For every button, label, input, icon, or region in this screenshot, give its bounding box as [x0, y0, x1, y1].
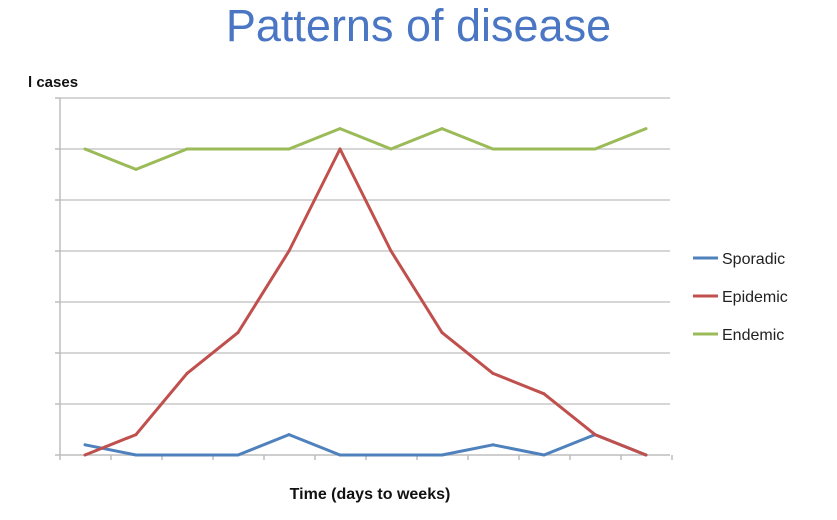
- data-point-endemic: [389, 147, 393, 151]
- data-point-epidemic: [83, 453, 87, 457]
- data-point-sporadic: [287, 433, 291, 437]
- series-line-sporadic: [84, 433, 647, 457]
- axes: [55, 97, 673, 460]
- data-point-sporadic: [491, 443, 495, 447]
- series-line-endemic: [84, 127, 647, 171]
- data-point-endemic: [236, 147, 240, 151]
- data-point-epidemic: [491, 371, 495, 375]
- data-point-sporadic: [542, 453, 546, 457]
- data-point-sporadic: [440, 453, 444, 457]
- data-point-epidemic: [440, 331, 444, 335]
- legend: Sporadic Epidemic Endemic: [693, 251, 788, 344]
- legend-label-endemic: Endemic: [722, 327, 784, 344]
- data-point-sporadic: [389, 453, 393, 457]
- data-point-endemic: [185, 147, 189, 151]
- legend-label-sporadic: Sporadic: [722, 251, 785, 268]
- data-point-sporadic: [134, 453, 138, 457]
- data-point-endemic: [440, 127, 444, 131]
- x-axis-label: Time (days to weeks): [289, 486, 451, 503]
- data-point-sporadic: [185, 453, 189, 457]
- data-point-epidemic: [389, 249, 393, 253]
- data-point-epidemic: [542, 392, 546, 396]
- data-point-sporadic: [83, 443, 87, 447]
- data-point-epidemic: [185, 371, 189, 375]
- data-point-epidemic: [338, 147, 342, 151]
- y-axis-label: l cases: [28, 74, 79, 91]
- data-point-epidemic: [644, 453, 648, 457]
- data-point-endemic: [593, 147, 597, 151]
- data-point-epidemic: [134, 433, 138, 437]
- data-point-endemic: [542, 147, 546, 151]
- data-point-epidemic: [287, 249, 291, 253]
- data-point-endemic: [134, 167, 138, 171]
- data-point-endemic: [287, 147, 291, 151]
- chart-title: Patterns of disease: [225, 0, 612, 51]
- data-point-endemic: [338, 127, 342, 131]
- series-lines: [83, 127, 648, 457]
- series-line-epidemic: [84, 147, 647, 457]
- data-point-sporadic: [338, 453, 342, 457]
- data-point-epidemic: [593, 433, 597, 437]
- data-point-endemic: [491, 147, 495, 151]
- data-point-endemic: [83, 147, 87, 151]
- data-point-epidemic: [236, 331, 240, 335]
- data-point-sporadic: [236, 453, 240, 457]
- data-point-endemic: [644, 127, 648, 131]
- legend-label-epidemic: Epidemic: [722, 289, 788, 306]
- gridlines: [60, 97, 670, 405]
